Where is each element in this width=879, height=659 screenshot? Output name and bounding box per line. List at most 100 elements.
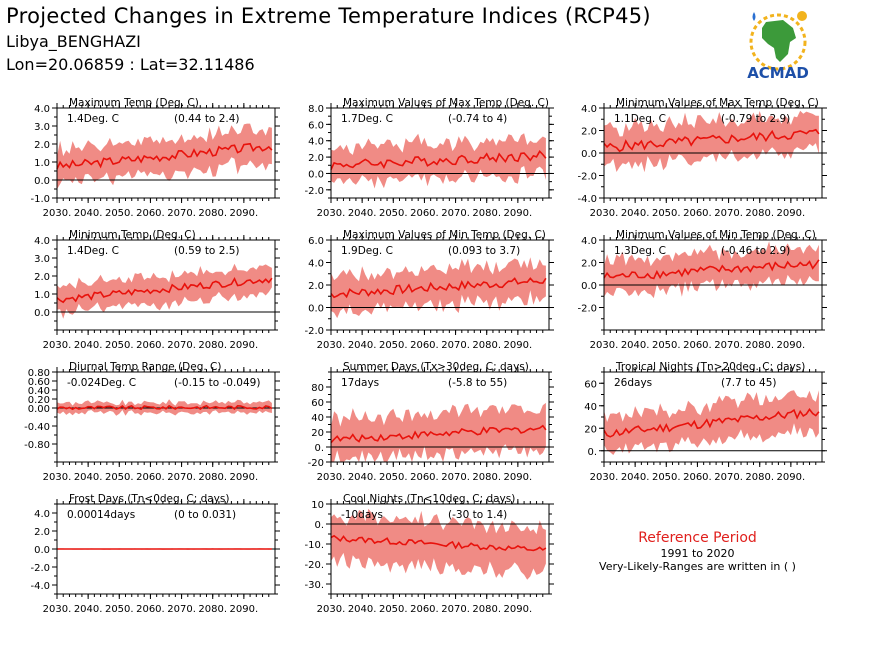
x-tick-label: 2050. — [105, 208, 134, 219]
x-tick-label: 2030. — [317, 472, 346, 483]
y-tick-label: 0.20 — [28, 395, 50, 406]
median-line — [603, 128, 820, 153]
y-tick-label: 10 — [311, 500, 324, 511]
x-tick-label: 2070. — [441, 472, 470, 483]
reference-note: Very-Likely-Ranges are written in ( ) — [599, 560, 796, 573]
x-tick-label: 2060. — [683, 208, 712, 219]
mean-change-label: 1.9Deg. C — [341, 245, 393, 257]
x-tick-label: 2080. — [745, 472, 774, 483]
x-tick-label: 2050. — [379, 472, 408, 483]
x-tick-label: 2070. — [167, 208, 196, 219]
chart-title: Minimum Values of Max Temp (Deg. C) — [616, 97, 819, 109]
y-tick-label: 8.0 — [308, 104, 324, 115]
y-tick-label: 0.80 — [28, 368, 50, 379]
y-tick-label: 3.0 — [34, 254, 50, 265]
y-tick-label: 0.0 — [308, 304, 324, 315]
reference-period: 1991 to 2020 — [660, 547, 735, 560]
y-tick-label: 0.0 — [34, 176, 50, 187]
y-tick-label: 2.0 — [581, 259, 597, 270]
y-tick-label: 2.0 — [34, 140, 50, 151]
chart-title: Tropical Nights (Tn>20deg. C; days) — [615, 361, 805, 373]
y-tick-label: 0.0 — [34, 308, 50, 319]
y-tick-label: 4.0 — [581, 236, 597, 247]
y-tick-label: 0.0 — [581, 149, 597, 160]
likely-range-label: (-0.46 to 2.9) — [721, 245, 790, 257]
x-tick-label: 2070. — [714, 472, 743, 483]
median-line — [330, 424, 547, 444]
x-tick-label: 2080. — [472, 340, 501, 351]
x-tick-label: 2080. — [198, 208, 227, 219]
x-tick-label: 2040. — [348, 340, 377, 351]
reference-block: Reference Period 1991 to 2020 Very-Likel… — [590, 530, 805, 573]
y-tick-label: 4.0 — [34, 509, 50, 520]
x-tick-label: 2040. — [348, 604, 377, 615]
likely-range-label: (0.59 to 2.5) — [174, 245, 240, 257]
x-tick-label: 2030. — [43, 472, 72, 483]
x-tick-label: 2090. — [504, 340, 533, 351]
median-line — [56, 276, 273, 304]
y-tick-label: 1.0 — [34, 290, 50, 301]
x-tick-label: 2090. — [504, 604, 533, 615]
likely-range-label: (-0.79 to 2.9) — [721, 113, 790, 125]
x-tick-label: 2030. — [317, 340, 346, 351]
chart-panel-9: -4.0 -2.0 0.0 2.0 4.0 2030. 2040. 2050. 2060. 207… — [30, 493, 280, 615]
y-tick-label: -2.0 — [304, 186, 324, 197]
y-tick-label: 4.0 — [308, 137, 324, 148]
x-tick-label: 2060. — [410, 208, 439, 219]
x-tick-label: 2090. — [230, 208, 259, 219]
chart-panel-10: -30. -20. -10. 0. 10 2030. 2040. 2050. 2060. 2070… — [304, 493, 554, 615]
x-tick-label: 2030. — [590, 208, 619, 219]
chart-title: Cool Nights (Tn<10deg. C; days) — [343, 493, 515, 505]
y-tick-label: 0.0 — [581, 281, 597, 292]
x-tick-label: 2050. — [105, 604, 134, 615]
x-tick-label: 2040. — [621, 340, 650, 351]
plot-frame — [330, 107, 550, 199]
y-tick-label: 2.0 — [581, 127, 597, 138]
mean-change-label: 0.00014days — [67, 509, 135, 521]
y-tick-label: 80 — [311, 383, 324, 394]
chart-title: Maximum Temp (Deg. C) — [69, 97, 199, 109]
chart-title: Maximum Values of Max Temp (Deg. C) — [343, 97, 549, 109]
median-line — [330, 277, 547, 299]
y-tick-label: -20 — [308, 458, 324, 469]
x-tick-label: 2030. — [43, 340, 72, 351]
x-tick-label: 2080. — [198, 472, 227, 483]
mean-change-label: 1.4Deg. C — [67, 245, 119, 257]
x-tick-label: 2090. — [777, 340, 806, 351]
x-tick-label: 2050. — [379, 604, 408, 615]
y-tick-label: -4.0 — [577, 194, 597, 205]
x-tick-label: 2060. — [683, 472, 712, 483]
x-tick-label: 2090. — [504, 208, 533, 219]
y-tick-label: 0. — [587, 447, 597, 458]
reference-title: Reference Period — [638, 530, 757, 546]
y-tick-label: -10. — [304, 540, 324, 551]
chart-panel-4: -2.0 0.0 2.0 4.0 6.0 2030. 2040. 2050. 2060. 2070… — [304, 229, 554, 351]
x-tick-label: 2060. — [136, 604, 165, 615]
x-tick-label: 2090. — [230, 472, 259, 483]
y-tick-label: 0.60 — [28, 377, 50, 388]
y-tick-label: -0.80 — [24, 440, 50, 451]
likely-range-band — [604, 110, 819, 173]
y-tick-label: -2.0 — [577, 304, 597, 315]
x-tick-label: 2080. — [472, 604, 501, 615]
mean-change-label: -10days — [341, 509, 383, 521]
y-tick-label: 3.0 — [34, 122, 50, 133]
y-tick-label: 0.0 — [308, 169, 324, 180]
x-tick-label: 2030. — [43, 208, 72, 219]
x-tick-label: 2060. — [136, 472, 165, 483]
x-tick-label: 2080. — [472, 208, 501, 219]
y-tick-label: 0. — [314, 443, 324, 454]
x-tick-label: 2090. — [504, 472, 533, 483]
x-tick-label: 2030. — [43, 604, 72, 615]
x-tick-label: 2070. — [167, 604, 196, 615]
y-tick-label: -20. — [304, 560, 324, 571]
x-tick-label: 2070. — [714, 208, 743, 219]
x-tick-label: 2090. — [230, 604, 259, 615]
x-tick-label: 2040. — [74, 472, 103, 483]
y-tick-label: 1.0 — [34, 158, 50, 169]
x-tick-label: 2050. — [652, 208, 681, 219]
likely-range-label: (-5.8 to 55) — [448, 377, 507, 389]
